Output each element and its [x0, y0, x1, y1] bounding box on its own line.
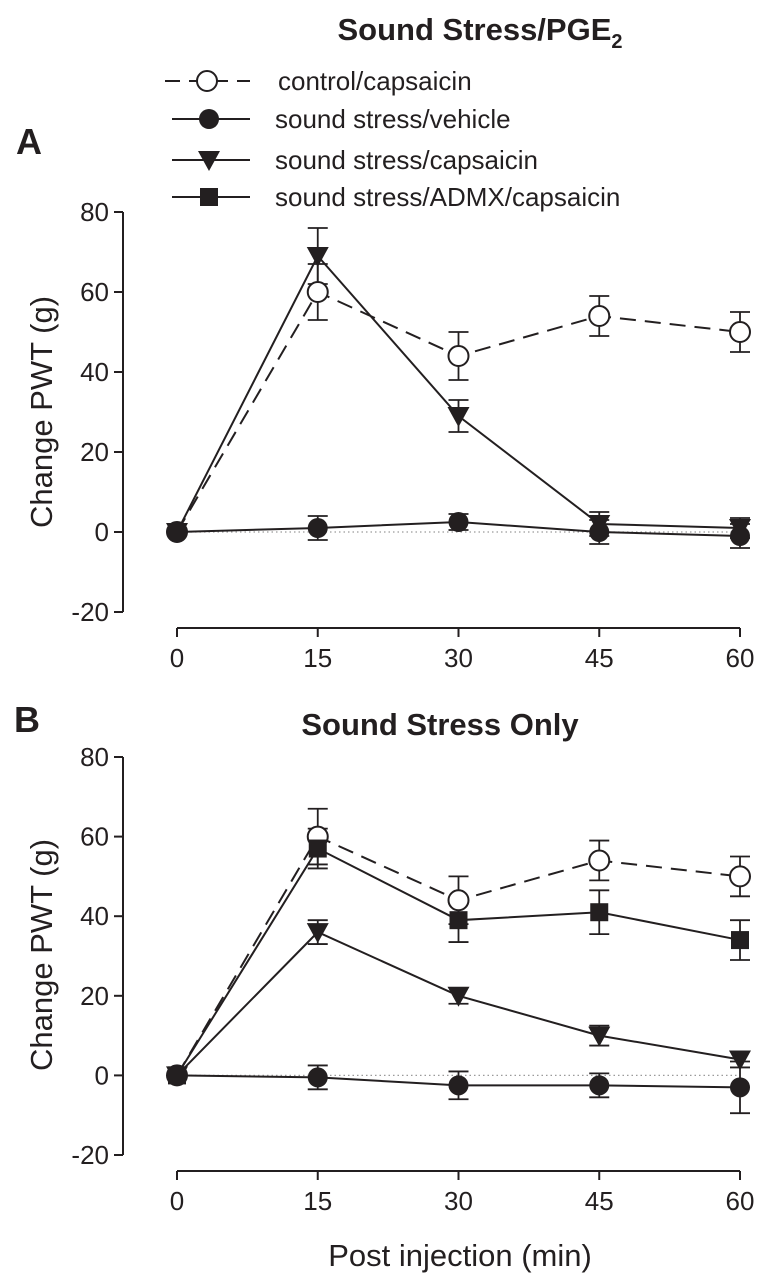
data-point-sound-stress-capsaicin — [729, 1050, 751, 1071]
y-tick-label: 80 — [80, 197, 109, 227]
x-tick-label: 30 — [444, 1186, 473, 1216]
legend-label: sound stress/ADMX/capsaicin — [275, 182, 620, 212]
data-point-sound-stress-admx-capsaicin — [308, 839, 327, 858]
x-tick-label: 60 — [726, 643, 755, 673]
x-tick-label: 45 — [585, 1186, 614, 1216]
legend-item-control-capsaicin: control/capsaicin — [165, 66, 472, 96]
data-point-sound-stress-vehicle — [307, 1067, 328, 1088]
y-tick-label: 20 — [80, 981, 109, 1011]
data-point-sound-stress-admx-capsaicin — [168, 1066, 186, 1085]
legend-label: control/capsaicin — [278, 66, 472, 96]
data-point-control-capsaicin — [306, 281, 329, 303]
panel-a-y-axis-label: Change PWT (g) — [24, 296, 59, 528]
x-tick-label: 45 — [585, 643, 614, 673]
data-point-sound-stress-admx-capsaicin — [731, 931, 749, 950]
data-point-sound-stress-admx-capsaicin — [449, 911, 468, 930]
x-tick-label: 15 — [303, 1186, 332, 1216]
data-point-sound-stress-vehicle — [589, 1075, 610, 1096]
panel-a-title: Sound Stress/PGE2 — [337, 12, 622, 53]
y-tick-label: 40 — [80, 357, 109, 387]
panel-b-plot: -20 0 20 40 60 80 0 15 30 45 60 — [71, 742, 754, 1216]
y-tick-label: -20 — [71, 1140, 109, 1170]
y-tick-label: 80 — [80, 742, 109, 772]
legend-item-sound-stress-vehicle: sound stress/vehicle — [172, 104, 511, 134]
x-tick-label: 60 — [726, 1186, 755, 1216]
y-tick-label: -20 — [71, 597, 109, 627]
data-point-sound-stress-capsaicin — [729, 519, 751, 539]
data-point-control-capsaicin — [447, 889, 470, 912]
panel-b-y-axis-label: Change PWT (g) — [24, 839, 59, 1071]
data-point-sound-stress-capsaicin — [588, 515, 611, 535]
panel-a-plot: -20 0 20 40 60 80 0 15 30 45 60 — [71, 197, 754, 673]
data-point-control-capsaicin — [447, 345, 470, 367]
data-point-sound-stress-capsaicin — [166, 523, 188, 543]
series-line-control-capsaicin — [176, 835, 741, 1076]
x-axis-label: Post injection (min) — [328, 1238, 592, 1273]
data-point-sound-stress-capsaicin — [447, 986, 470, 1007]
panel-b-title: Sound Stress Only — [301, 707, 579, 742]
data-point-sound-stress-capsaicin — [588, 1026, 611, 1047]
legend-label: sound stress/capsaicin — [275, 145, 538, 175]
data-point-sound-stress-vehicle — [448, 512, 469, 532]
y-tick-label: 0 — [95, 1060, 109, 1090]
x-tick-label: 30 — [444, 643, 473, 673]
data-point-sound-stress-capsaicin — [306, 247, 329, 267]
panel-label-a: A — [16, 121, 42, 162]
legend-marker-down-triangle — [198, 151, 220, 171]
y-tick-label: 0 — [95, 517, 109, 547]
legend-item-sound-stress-capsaicin: sound stress/capsaicin — [172, 145, 538, 175]
panel-label-b: B — [14, 699, 40, 740]
data-point-sound-stress-capsaicin — [306, 923, 329, 944]
legend-item-sound-stress-admx-capsaicin: sound stress/ADMX/capsaicin — [172, 182, 620, 212]
x-tick-label: 15 — [303, 643, 332, 673]
y-tick-label: 20 — [80, 437, 109, 467]
series-line-sound-stress-capsaicin — [176, 254, 741, 533]
data-point-sound-stress-vehicle — [307, 518, 328, 538]
data-point-sound-stress-vehicle — [448, 1075, 469, 1096]
data-point-control-capsaicin — [729, 865, 751, 888]
y-tick-label: 40 — [80, 901, 109, 931]
y-tick-label: 60 — [80, 277, 109, 307]
legend-marker-open-circle — [196, 70, 218, 92]
x-tick-label: 0 — [170, 643, 184, 673]
data-point-sound-stress-capsaicin — [447, 407, 470, 427]
data-point-control-capsaicin — [588, 849, 611, 872]
data-point-sound-stress-vehicle — [730, 1077, 750, 1098]
legend-marker-square — [200, 188, 218, 206]
data-point-sound-stress-admx-capsaicin — [590, 903, 609, 922]
data-point-control-capsaicin — [729, 321, 751, 343]
x-tick-label: 0 — [170, 1186, 184, 1216]
legend-label: sound stress/vehicle — [275, 104, 511, 134]
y-tick-label: 60 — [80, 822, 109, 852]
data-point-control-capsaicin — [588, 305, 611, 327]
legend: control/capsaicin sound stress/vehicle s… — [165, 66, 620, 212]
legend-marker-filled-circle — [199, 109, 219, 129]
